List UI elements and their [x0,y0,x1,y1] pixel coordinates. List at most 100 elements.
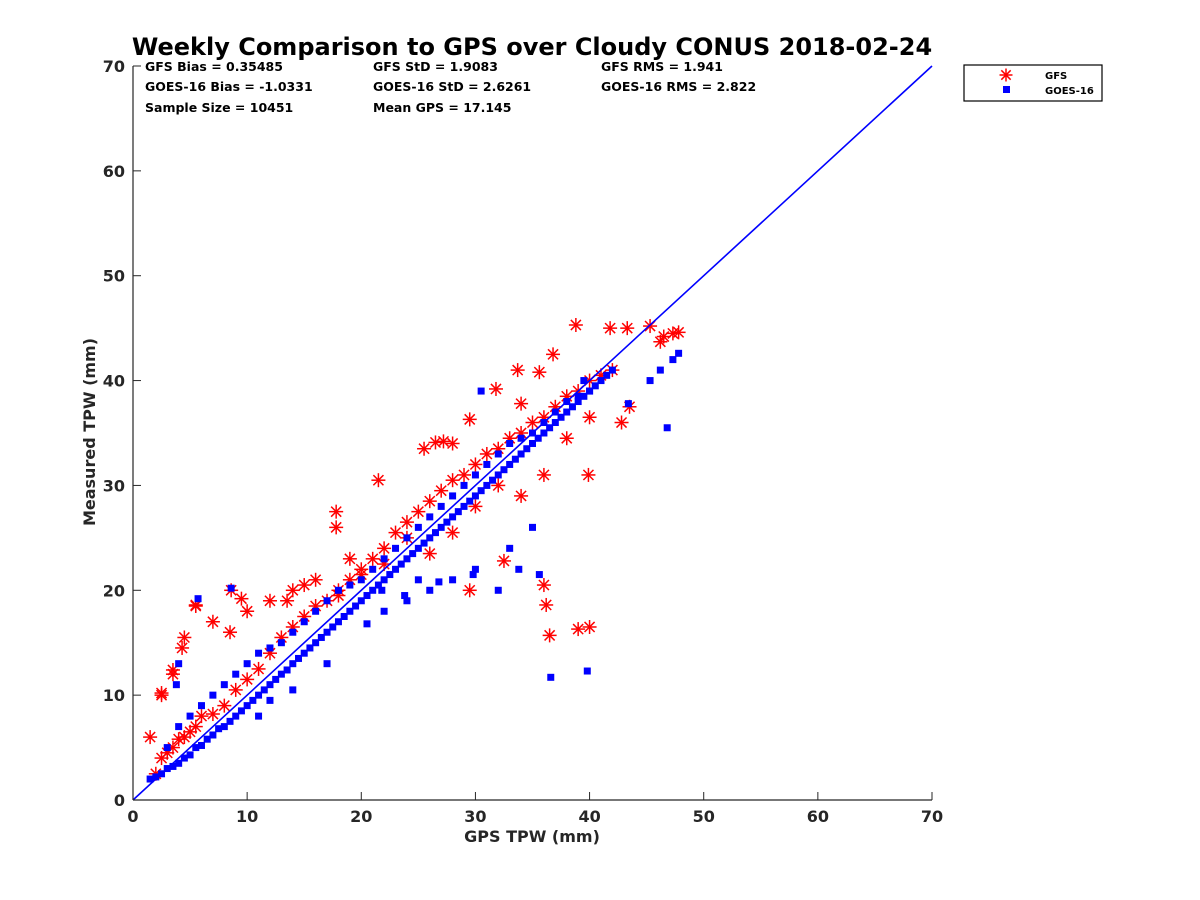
goes-16-point [266,696,274,704]
gfs-point [571,622,586,637]
goes-16-point [603,371,611,379]
gfs-point [411,504,426,519]
goes-16-point [403,597,411,605]
stat-mean-gps: Mean GPS = 17.145 [373,100,511,115]
goes-16-point [203,735,211,743]
goes-16-point [506,439,514,447]
goes-16-point [226,717,234,725]
goes-16-point [403,555,411,563]
goes-16-point [443,518,451,526]
gfs-point [205,707,220,722]
goes-16-point [471,471,479,479]
legend-marker-gfs [999,68,1013,82]
x-axis-label: GPS TPW (mm) [464,827,600,846]
goes-16-point [169,762,177,770]
goes-16-point [363,620,371,628]
goes-16-point [460,481,468,489]
goes-16-point [380,555,388,563]
axes: 0 10 20 30 40 50 60 70 0 10 20 30 40 50 60 70 [103,57,943,826]
goes-16-point [557,413,565,421]
gfs-point [251,661,266,676]
y-tick-label: 30 [103,476,125,495]
goes-16-point [392,544,400,552]
goes-16-point [192,744,200,752]
goes-16-point [232,712,240,720]
gfs-point [614,415,629,430]
x-tick-label: 10 [236,807,258,826]
goes-16-point [500,466,508,474]
goes-16-point [477,487,485,495]
legend-label-gfs: GFS [1045,71,1067,82]
gfs-point [445,525,460,540]
gfs-point [177,730,192,745]
legend-label-goes-16: GOES-16 [1045,86,1094,97]
goes-16-point [449,576,457,584]
goes-16-point [186,751,194,759]
gfs-point [228,682,243,697]
goes-16-point [431,529,439,537]
goes-16-point [437,502,445,510]
legend-box [963,64,1103,102]
goes-16-point [437,523,445,531]
goes-16-point [152,773,160,781]
goes-16-point [426,586,434,594]
stat-gfs-std: GFS StD = 1.9083 [373,59,498,74]
y-tick-label: 40 [103,372,125,391]
goes-16-point [374,581,382,589]
gfs-point [342,551,357,566]
goes-16-point [186,712,194,720]
goes-16-point [546,424,554,432]
goes-16-point [232,670,240,678]
x-tick-label: 40 [578,807,600,826]
goes-16-point [363,592,371,600]
gfs-point [568,317,583,332]
goes-16-point [197,741,205,749]
goes-16-point [624,400,632,408]
x-tick-label: 20 [350,807,372,826]
goes-16-point [420,539,428,547]
goes-16-point [323,597,331,605]
goes-16-point [243,702,251,710]
gfs-point [240,672,255,687]
gfs-point [542,628,557,643]
goes-16-point [260,686,268,694]
goes-16-point [426,513,434,521]
gfs-point [223,625,238,640]
goes-16-point [529,439,536,447]
goes-16-point [323,660,331,668]
goes-16-point [547,673,555,681]
goes-16-point [517,434,525,442]
gfs-point [417,441,432,456]
stats-block: GFS Bias = 0.35485 GFS StD = 1.9083 GFS … [145,59,756,115]
gfs-point [165,662,180,677]
goes-16-point [215,725,223,733]
goes-16-point [227,584,235,592]
gfs-point [297,578,312,593]
goes-16-point [401,592,409,600]
goes-16-point [580,377,588,385]
gfs-point [525,415,540,430]
gfs-point [462,412,477,427]
gfs-point [514,396,529,411]
goes-16-point [194,595,202,603]
goes-16-point [435,578,443,586]
goes-16-point [511,455,519,463]
y-tick-label: 0 [114,791,125,810]
goes-16-point [414,576,422,584]
gfs-point [234,591,249,606]
gfs-point [581,467,596,482]
goes-16-point [506,544,514,552]
goes-16-point [146,775,154,783]
gfs-point [154,686,169,701]
goes-16-point [591,382,599,390]
gfs-point [217,698,232,713]
x-tick-label: 60 [807,807,829,826]
goes-16-point [483,481,491,489]
x-tick-label: 0 [127,807,138,826]
goes-16-point [357,597,365,605]
goes-16-point [583,667,591,675]
goes-16-point [494,450,502,458]
goes-16-point [586,387,594,395]
gfs-point [532,365,547,380]
